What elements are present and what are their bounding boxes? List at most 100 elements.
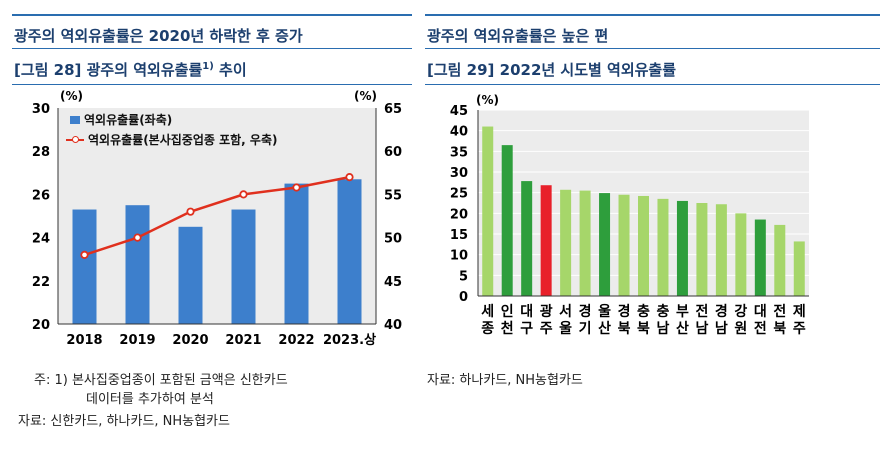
under-title-rule (425, 84, 880, 85)
plot-background (58, 108, 376, 324)
left-axis-tick-label: 22 (32, 275, 50, 290)
middle-rule (425, 48, 880, 49)
y-axis-unit: (%) (476, 93, 499, 107)
bar-2020 (178, 226, 203, 324)
footnote-line-2: 데이터를 추가하여 분석 (86, 392, 214, 407)
x-axis-tick-label: 2022 (278, 333, 314, 348)
bar-대구 (521, 181, 533, 296)
line-point-2020 (186, 207, 195, 216)
top-rule (425, 14, 880, 16)
top-rule (12, 14, 412, 16)
x-axis-tick-label: 2023.상 (323, 333, 376, 348)
right-axis-tick-label: 55 (384, 188, 402, 203)
right-panel: 광주의 역외유출률은 높은 편 [그림 29] 2022년 시도별 역외유출률 … (425, 0, 880, 453)
left-axis-tick-label: 26 (32, 188, 50, 203)
y-axis-tick-label: 10 (450, 249, 468, 264)
bar-충북 (638, 195, 649, 296)
left-axis-tick-label: 20 (32, 318, 50, 333)
right-axis-tick-label: 60 (384, 145, 402, 160)
y-axis-tick-label: 35 (450, 145, 468, 160)
bar-강원 (735, 213, 747, 296)
right-headline: 광주의 역외유출률은 높은 편 (427, 27, 609, 45)
bar-서울 (560, 189, 572, 296)
footnote-line-1: 주: 1) 본사집중업종이 포함된 금액은 신한카드 (34, 373, 288, 388)
left-axis-tick-label: 24 (32, 232, 50, 247)
bar-부산 (676, 200, 688, 296)
bar-2022 (284, 183, 309, 324)
right-figure-title: [그림 29] 2022년 시도별 역외유출률 (427, 61, 677, 79)
bar-경기 (579, 190, 591, 296)
line-point-2018 (80, 250, 89, 259)
right-source: 자료: 하나카드, NH농협카드 (427, 373, 583, 388)
bar-2018 (72, 209, 97, 324)
left-source: 자료: 신한카드, 하나카드, NH농협카드 (18, 414, 230, 429)
bar-인천 (501, 145, 513, 296)
legend-bar-swatch (70, 115, 80, 124)
y-axis-tick-label: 20 (450, 207, 468, 222)
right-axis-tick-label: 40 (384, 318, 402, 333)
right-axis-unit: (%) (354, 89, 377, 103)
x-axis-tick-label: 2018 (66, 333, 102, 348)
left-headline: 광주의 역외유출률은 2020년 하락한 후 증가 (14, 27, 303, 45)
bar-전남 (696, 203, 708, 296)
x-axis-tick-label: 2019 (119, 333, 155, 348)
bar-전북 (774, 224, 786, 296)
bar-세종 (482, 126, 494, 297)
left-panel: 광주의 역외유출률은 2020년 하락한 후 증가 [그림 28] 광주의 역외… (12, 0, 412, 453)
bar-제주 (793, 241, 805, 296)
left-axis-tick-label: 28 (32, 145, 50, 160)
legend-bar-label: 역외유출률(좌축) (84, 113, 173, 127)
bar-2021 (231, 209, 256, 324)
right-axis-tick-label: 65 (384, 102, 402, 117)
legend-line-label: 역외유출률(본사집중업종 포함, 우축) (88, 133, 278, 147)
right-axis-tick-label: 50 (384, 232, 402, 247)
y-axis-tick-label: 5 (459, 269, 468, 284)
bar-광주 (540, 185, 552, 296)
left-axis-unit: (%) (60, 89, 83, 103)
bar-2023.상 (337, 179, 362, 324)
line-series (84, 175, 350, 257)
left-figure-title: [그림 28] 광주의 역외유출률1) 추이 (14, 61, 247, 79)
left-axis-tick-label: 30 (32, 102, 50, 117)
middle-rule (12, 48, 412, 49)
bar-chart: 0 5 10 15 20 25 30 35 40 45 세 종인 천대 구광 주서 울경 기울 산경 북충 북충 남부 산… (450, 93, 809, 337)
y-axis-tick-label: 15 (450, 228, 468, 243)
bar-충남 (657, 198, 669, 296)
line-point-2021 (239, 190, 248, 199)
x-axis-tick-label: 2020 (172, 333, 208, 348)
y-axis-tick-label: 40 (450, 125, 468, 140)
x-axis-tick-label: 2021 (225, 333, 261, 348)
y-axis-tick-label: 25 (450, 187, 468, 202)
legend-item-bar: 역외유출률(좌축) (70, 111, 172, 128)
bar-대전 (754, 219, 766, 296)
line-point-2023.상 (345, 173, 354, 182)
y-axis-tick-label: 45 (450, 104, 468, 119)
bar-2019 (125, 205, 150, 324)
bar-경북 (618, 194, 630, 296)
line-point-2019 (133, 233, 142, 242)
legend-line-marker (66, 135, 84, 145)
y-axis-tick-label: 0 (459, 290, 468, 305)
line-point-2022 (292, 183, 301, 192)
under-title-rule (12, 84, 412, 85)
y-axis-tick-label: 30 (450, 166, 468, 181)
bar-경남 (715, 204, 727, 296)
